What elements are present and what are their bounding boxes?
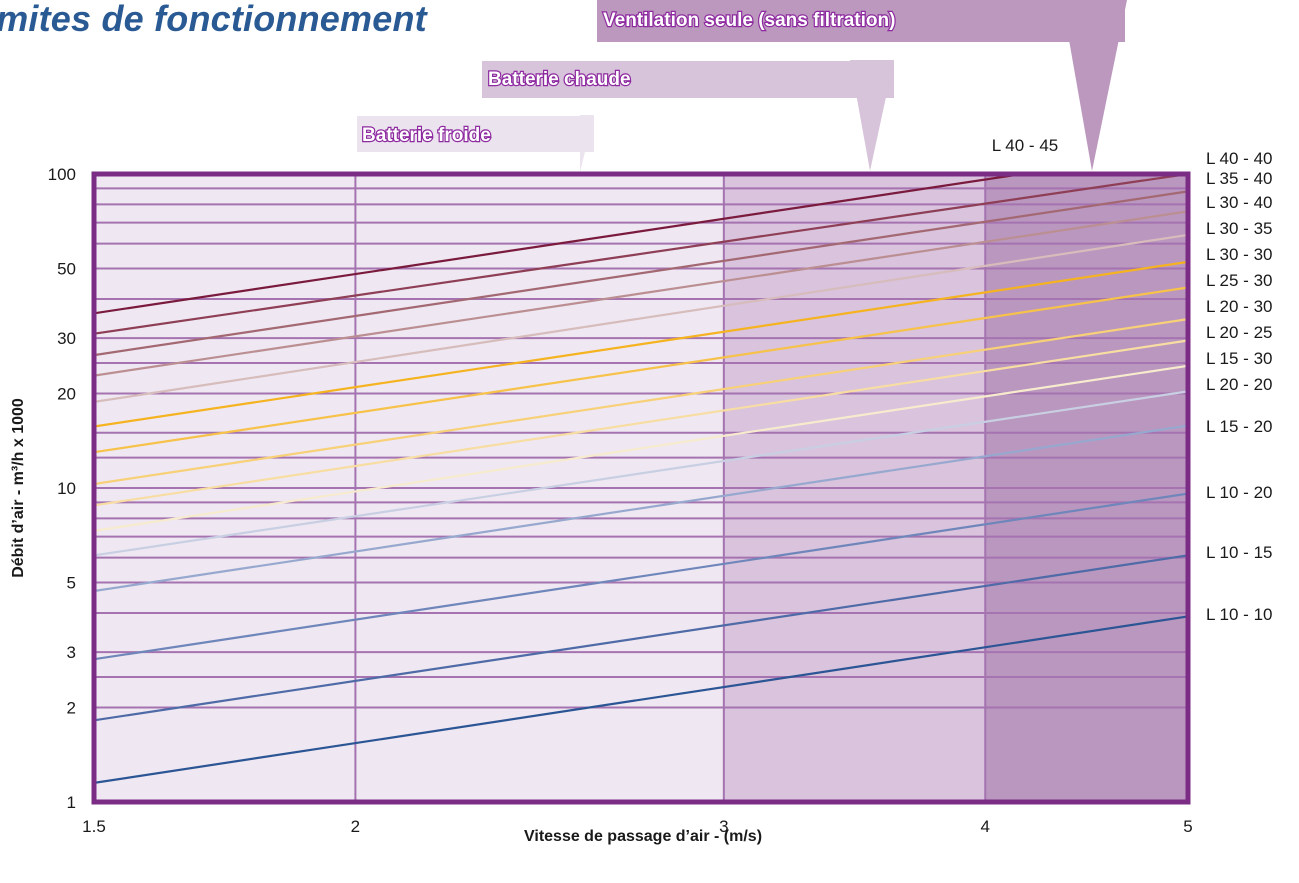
zone-label-banner-batterie-froide (357, 116, 594, 152)
y-axis-title: Débit d’air - m³/h x 1000 (10, 398, 27, 578)
series-layer (94, 174, 1188, 784)
x-tick-label: 1.5 (82, 817, 106, 836)
x-tick-label: 3 (719, 817, 728, 836)
grid-layer (94, 174, 1188, 802)
zone-label-batterie-chaude: Batterie chaude (488, 69, 631, 90)
series-label-l-30-35: L 30 - 35 (1206, 219, 1272, 238)
y-tick-label: 5 (67, 574, 76, 593)
series-line-l-10-20 (94, 424, 1188, 593)
series-label-l-15-20: L 15 - 20 (1206, 417, 1272, 436)
series-line-l-15-30 (94, 339, 1188, 507)
series-label-l-10-10: L 10 - 10 (1206, 605, 1272, 624)
series-label-l-25-30: L 25 - 30 (1206, 271, 1272, 290)
series-line-l-30-35 (94, 210, 1188, 377)
zone-label-ventilation-seule-sans-filtration: Ventilation seule (sans filtration) (603, 10, 895, 31)
series-label-l-40-40: L 40 - 40 (1206, 149, 1272, 168)
axis-layer: 1 2 3 5 10 20 30 50 100 1.5 2 3 4 5 L 40 - 40L 35 - 40… (10, 136, 1272, 845)
plot-frame (91, 171, 1191, 805)
zone-label-banner-ventilation-seule-sans-filtration (597, 0, 1125, 42)
x-tick-label: 4 (981, 817, 990, 836)
y-tick-label: 30 (57, 329, 76, 348)
zone-label-pointer-batterie-froide (580, 115, 594, 172)
y-tick-label: 2 (67, 698, 76, 717)
series-label-l-10-20: L 10 - 20 (1206, 483, 1272, 502)
y-tick-label: 3 (67, 643, 76, 662)
series-label-l-20-20: L 20 - 20 (1206, 375, 1272, 394)
zone-label-batterie-froide: Batterie froide (362, 125, 491, 146)
series-line-l-20-25 (94, 318, 1188, 486)
series-line-l-10-15 (94, 492, 1188, 661)
y-tick-label: 10 (57, 479, 76, 498)
series-line-l-30-40 (94, 190, 1188, 357)
top-annotation: L 40 - 45 (992, 136, 1058, 155)
page-title: imites de fonctionnement (0, 0, 427, 39)
series-label-l-35-40: L 35 - 40 (1206, 169, 1272, 188)
zone-label-pointer-batterie-chaude (850, 60, 894, 171)
series-line-l-20-20 (94, 364, 1188, 532)
y-tick-label: 100 (48, 165, 76, 184)
y-tick-label: 20 (57, 384, 76, 403)
series-line-l-10-10 (94, 554, 1188, 722)
series-line-l-20-30 (94, 286, 1188, 454)
series-line-l-25-30 (94, 260, 1188, 428)
y-tick-label: 50 (57, 260, 76, 279)
series-label-l-20-30: L 20 - 30 (1206, 297, 1272, 316)
series-label-l-20-25: L 20 - 25 (1206, 323, 1272, 342)
y-tick-label: 1 (67, 793, 76, 812)
series-label-l-15-30: L 15 - 30 (1206, 349, 1272, 368)
series-line-unlabeled-14 (94, 615, 1188, 784)
series-line-l-35-40 (94, 174, 1188, 335)
x-tick-label: 2 (351, 817, 360, 836)
callout-layer: Batterie froide Batterie chaude Ventilatio… (357, 0, 1127, 172)
series-label-l-10-15: L 10 - 15 (1206, 543, 1272, 562)
series-label-l-30-40: L 30 - 40 (1206, 193, 1272, 212)
series-label-l-30-30: L 30 - 30 (1206, 245, 1272, 264)
zone-label-pointer-ventilation-seule-sans-filtration (1062, 0, 1127, 171)
x-tick-label: 5 (1183, 817, 1192, 836)
zone-label-banner-batterie-chaude (482, 61, 894, 98)
series-line-l-15-20 (94, 390, 1188, 557)
x-axis-title: Vitesse de passage d’air - (m/s) (524, 828, 762, 845)
series-line-l-30-30 (94, 233, 1188, 403)
